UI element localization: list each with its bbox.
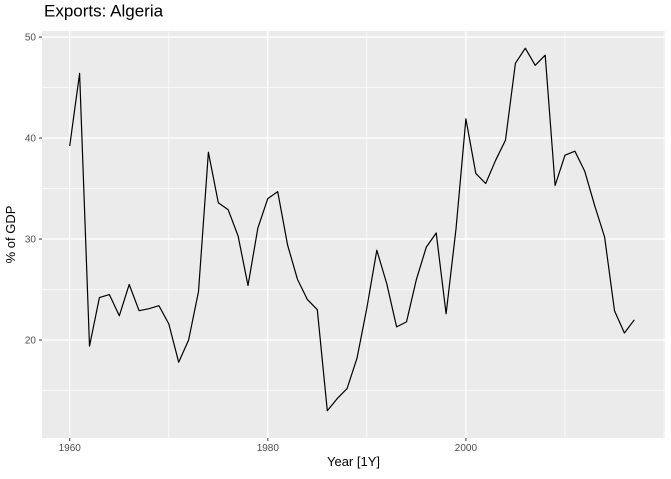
x-tick-label: 1980 (257, 443, 280, 454)
minor-gridlines (42, 31, 665, 438)
axis-tick-marks (39, 36, 467, 441)
y-tick-label: 30 (25, 235, 37, 246)
x-axis-title: Year [1Y] (327, 454, 380, 469)
y-tick-labels: 20 30 40 50 (25, 33, 37, 347)
x-tick-label: 1960 (59, 443, 82, 454)
major-gridlines (42, 31, 665, 438)
series-line-exports (69, 47, 635, 412)
y-axis-title: % of GDP (3, 206, 18, 264)
y-tick-label: 40 (25, 134, 37, 145)
y-tick-label: 50 (25, 33, 37, 44)
chart-title: Exports: Algeria (44, 2, 164, 21)
y-tick-label: 20 (25, 336, 37, 347)
plot-panel (42, 31, 665, 438)
x-tick-label: 2000 (455, 443, 478, 454)
x-tick-labels: 1960 1980 2000 (59, 443, 478, 454)
